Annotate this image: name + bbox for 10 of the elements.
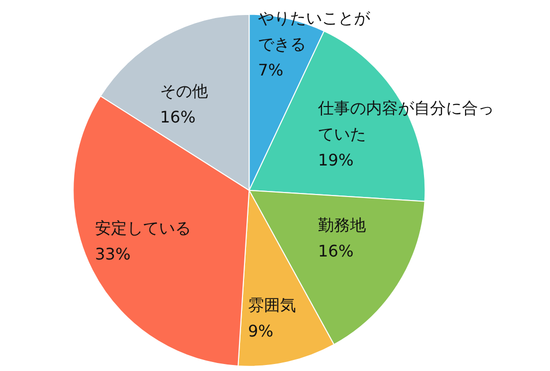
data-label: 7% <box>258 60 284 80</box>
data-label: 33% <box>95 244 131 264</box>
data-label: 16% <box>318 242 354 260</box>
data-label: 9% <box>248 322 274 340</box>
slice-label: 雰囲気 <box>248 296 296 314</box>
slice-label: 勤務地 <box>318 216 366 234</box>
data-label: 19% <box>318 150 354 170</box>
data-label: 16% <box>160 108 196 126</box>
slice-label: 安定している <box>95 218 191 238</box>
slice-label: その他 <box>160 82 208 100</box>
